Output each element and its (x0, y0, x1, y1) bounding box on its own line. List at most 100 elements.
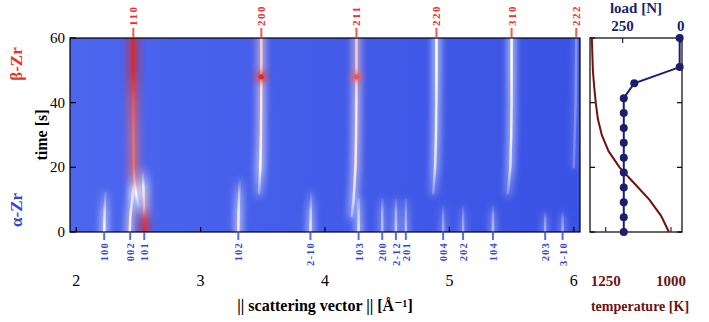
reflection-label: 3-10 (558, 242, 569, 266)
reflection-label: 104 (488, 242, 499, 261)
reflection-label: 004 (438, 242, 449, 261)
spot-glow (255, 71, 267, 83)
reflection-tick (442, 232, 444, 240)
spot (354, 74, 359, 79)
trace-glow (392, 200, 400, 232)
reflection-tick (381, 232, 383, 240)
series-marker (620, 154, 628, 162)
x-tick (605, 227, 606, 232)
reflection-label: 110 (127, 6, 139, 26)
diffraction-trace (544, 213, 546, 232)
series-line (592, 38, 669, 232)
series-marker (630, 79, 638, 87)
reflection-label: 102 (233, 242, 244, 261)
reflection-tick (260, 28, 262, 38)
reflection-label: 103 (354, 242, 365, 261)
diffraction-trace (462, 206, 464, 232)
y-tick (70, 37, 76, 38)
reflection-tick (575, 28, 577, 38)
diffraction-trace (104, 193, 105, 232)
y-tick-label: 20 (50, 159, 65, 175)
series-marker (620, 183, 628, 191)
reflection-tick (237, 232, 239, 240)
reflection-label: 202 (458, 242, 469, 261)
figure: 020406023456|| scattering vector || [Å⁻¹… (0, 0, 709, 322)
reflection-tick (129, 232, 131, 240)
y-tick (590, 231, 595, 232)
x-tick (76, 227, 77, 232)
series-marker (676, 63, 684, 71)
y-tick (677, 231, 682, 232)
diffraction-trace (381, 200, 383, 232)
reflection-tick (544, 232, 546, 240)
reflection-label: 200 (255, 5, 267, 26)
trace-glow (133, 38, 138, 206)
reflection-tick (462, 232, 464, 240)
side-series (592, 34, 684, 236)
y-tick (590, 102, 595, 103)
reflection-tick (309, 232, 311, 240)
x2-tick-label: 250 (611, 18, 634, 34)
trace-glow (542, 213, 549, 232)
trace-glow (306, 193, 315, 232)
trace-glow (433, 38, 436, 193)
x-tick-label: 1000 (656, 273, 686, 289)
reflection-tick (435, 28, 437, 38)
diffraction-trace (133, 38, 138, 206)
reflection-tick (143, 232, 145, 240)
series-marker (620, 109, 628, 117)
x-tick-label: 6 (570, 272, 578, 289)
trace-glow (104, 193, 105, 232)
diffraction-trace (309, 193, 312, 232)
series-marker (620, 124, 628, 132)
y-tick-label: 40 (50, 95, 65, 111)
diffraction-trace (405, 200, 407, 232)
y-tick (70, 167, 76, 168)
x-tick-label: 5 (445, 272, 453, 289)
y-tick (590, 167, 595, 168)
spot (259, 74, 264, 79)
reflection-tick (395, 232, 397, 240)
reflection-tick (562, 232, 564, 240)
x-tick-label: 2 (72, 272, 80, 289)
trace-glow (440, 206, 447, 232)
series-marker (620, 213, 628, 221)
x-tick (449, 227, 450, 232)
series-marker (620, 198, 628, 206)
trace-glow (489, 206, 496, 232)
reflection-label: 200 (377, 242, 388, 261)
y-tick (677, 102, 682, 103)
trace-glow (574, 38, 576, 167)
reflection-tick (132, 28, 134, 38)
x-tick (573, 227, 574, 232)
diffraction-trace (352, 38, 357, 216)
trace-glow (259, 38, 261, 193)
reflection-tick (405, 232, 407, 240)
x-tick-label: 1250 (591, 273, 621, 289)
diffraction-trace (259, 38, 261, 193)
x-tick-label: 4 (321, 272, 329, 289)
y-tick (677, 167, 682, 168)
reflection-label: 100 (99, 242, 110, 261)
x-tick (670, 227, 671, 232)
diffraction-trace (442, 206, 444, 232)
trace-glow (460, 206, 467, 232)
reflection-label: 310 (506, 5, 518, 26)
plot-frame (70, 38, 580, 232)
reflection-label: 002 (125, 242, 136, 261)
phase-label: β-Zr (7, 47, 26, 81)
y-axis-title: time [s] (33, 109, 50, 160)
reflection-tick (511, 28, 513, 38)
y-tick-label: 60 (50, 30, 65, 46)
trace-glow (559, 213, 566, 232)
x-tick (324, 227, 325, 232)
diffraction-trace (395, 200, 397, 232)
series-marker (620, 169, 628, 177)
diffraction-trace (492, 206, 494, 232)
y-tick (70, 102, 76, 103)
diffraction-trace (574, 38, 576, 167)
y-tick (70, 231, 76, 232)
reflection-label: 101 (139, 242, 150, 261)
reflection-tick (358, 232, 360, 240)
plot-background (70, 38, 580, 232)
